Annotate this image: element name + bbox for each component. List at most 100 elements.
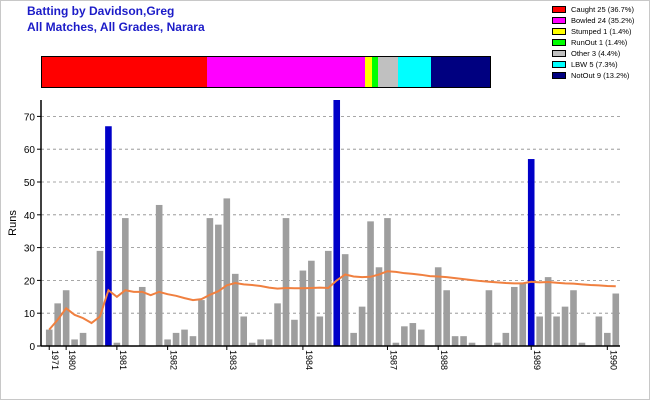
legend-item: Stumped 1 (1.4%) [552,27,648,38]
innings-bar [122,218,129,346]
innings-bar [536,316,543,346]
innings-bar [181,329,188,346]
chart-title: Batting by Davidson,Greg [27,4,175,18]
innings-bar [595,316,603,346]
legend-item: Bowled 24 (35.2%) [552,16,648,27]
innings-bar [468,342,476,346]
innings-bar [341,254,349,346]
legend-swatch [552,6,566,13]
innings-bar [240,316,248,346]
innings-bar [71,339,78,346]
y-tick-label: 30 [24,244,36,255]
innings-bar [299,270,307,346]
innings-bar [460,336,467,346]
not-out-bar [333,100,341,346]
x-tick-label: 1988 [439,350,449,370]
innings-bar [215,224,222,346]
innings-bar [164,339,171,346]
legend-label: Other 3 (4.4%) [571,49,621,58]
y-tick-label: 20 [24,276,36,287]
x-tick-label: 1989 [532,350,542,370]
innings-bar [257,339,264,346]
innings-bar [443,290,450,346]
dismissal-segment [430,57,490,87]
y-tick-label: 50 [24,178,36,189]
y-tick-label: 60 [24,145,36,156]
dismissal-stacked-bar [41,56,491,88]
innings-bar [79,332,87,346]
innings-bar [291,319,298,346]
innings-bar [189,336,197,346]
innings-bar [409,323,417,346]
y-axis-label: Runs [7,210,19,236]
innings-bar [248,342,256,346]
not-out-bar [527,159,535,346]
dismissal-segment [42,57,208,87]
innings-bar [451,336,459,346]
innings-bar [206,218,214,346]
innings-bar [417,329,425,346]
x-tick-label: 1987 [388,350,398,370]
legend-label: RunOut 1 (1.4%) [571,38,628,47]
innings-bar [502,332,510,346]
x-tick-label: 1971 [50,350,60,370]
legend-item: Other 3 (4.4%) [552,49,648,60]
legend-label: NotOut 9 (13.2%) [571,71,630,80]
innings-bar [62,290,70,346]
innings-bar [570,290,577,346]
legend-swatch [552,39,566,46]
innings-bar [553,316,560,346]
innings-bar [155,204,163,346]
legend-swatch [552,17,566,24]
innings-bar [561,306,569,346]
legend-item: NotOut 9 (13.2%) [552,71,648,82]
legend-label: Caught 25 (36.7%) [571,5,634,14]
x-tick-label: 1983 [228,350,238,370]
innings-bar [316,316,324,346]
y-tick-label: 10 [24,309,36,320]
innings-bar [231,273,239,346]
y-tick-label: 0 [29,342,35,353]
chart-subtitle: All Matches, All Grades, Narara [27,20,205,34]
dismissal-segment [207,57,366,87]
innings-bar [274,303,281,346]
legend-swatch [552,50,566,57]
legend-swatch [552,61,566,68]
y-tick-label: 40 [24,211,36,222]
innings-bar [308,260,315,346]
innings-bar [612,293,620,346]
innings-bar [578,342,586,346]
legend-swatch [552,28,566,35]
not-out-bar [105,126,112,347]
innings-bar [384,218,391,346]
x-tick-label: 1990 [608,350,618,370]
innings-bar [358,306,366,346]
y-tick-label: 70 [24,112,36,123]
innings-bar [96,250,104,346]
innings-bar [392,342,400,346]
dismissal-segment [365,57,372,87]
innings-bar [485,290,493,346]
legend-item: LBW 5 (7.3%) [552,60,648,71]
innings-bar [223,198,231,346]
innings-bar [198,300,205,346]
innings-bar [519,283,527,346]
innings-bar [401,326,408,346]
dismissal-segment [377,57,398,87]
innings-bar [113,342,121,346]
x-tick-label: 1980 [67,350,77,370]
legend-item: Caught 25 (36.7%) [552,5,648,16]
x-tick-label: 1984 [304,350,314,370]
innings-bar [604,332,611,346]
innings-bar [172,332,180,346]
innings-bar [54,303,61,346]
innings-bar [434,267,442,346]
x-tick-label: 1982 [169,350,179,370]
innings-bar [375,267,383,346]
innings-bar [282,218,290,346]
dismissal-segment [397,57,431,87]
x-tick-label: 1981 [118,350,128,370]
legend-item: RunOut 1 (1.4%) [552,38,648,49]
innings-bar [138,286,146,346]
